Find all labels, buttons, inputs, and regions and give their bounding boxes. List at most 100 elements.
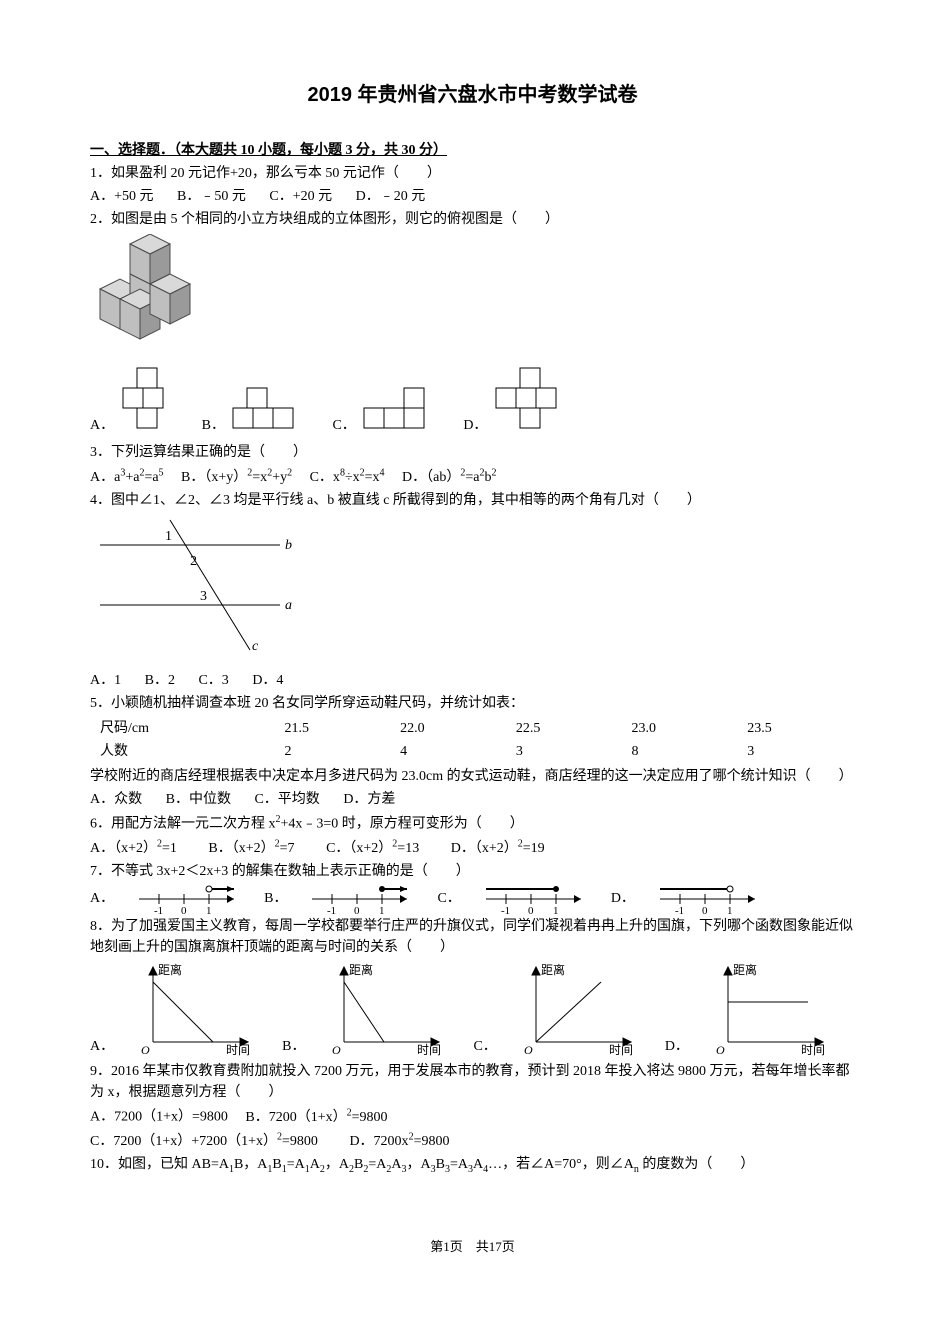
q2-opt-a: A． [90,367,172,436]
svg-text:0: 0 [181,905,187,914]
q2-d-label: D． [463,418,487,433]
q4-c: C．3 [198,673,228,688]
numberline-b: -1 0 1 [307,884,417,914]
svg-text:0: 0 [528,905,534,914]
svg-text:O: O [716,1043,725,1057]
question-3: 3．下列运算结果正确的是（ ） [90,442,855,463]
q2-opt-d: D． [463,367,565,436]
section-header: 一、选择题．（本大题共 10 小题，每小题 3 分，共 30 分） [90,140,855,161]
q6-d: D．（x+2）2=19 [451,841,545,856]
svg-text:1: 1 [206,905,212,914]
q8-b-label: B． [282,1036,305,1057]
question-10: 10．如图，已知 AB=A1B，A1B1=A1A2，A2B2=A2A3，A3B3… [90,1154,855,1177]
q8-options: A． 距离 时间 O B． 距离 时间 O C． 距离 时间 O D． [90,962,855,1057]
q5-row1: 尺码/cm 21.5 22.0 22.5 23.0 23.5 [92,718,853,739]
numberline-d: -1 0 1 [655,884,765,914]
q4-label-a: a [285,598,292,613]
q8-a-label: A． [90,1036,114,1057]
q6-c: C．（x+2）2=13 [326,841,419,856]
q4-label-c: c [252,639,259,654]
q8-chart-b: 距离 时间 O [329,962,449,1057]
question-5: 5．小颖随机抽样调查本班 20 名女同学所穿运动鞋尺码，并统计如表： [90,693,855,714]
q2-b-svg [232,387,302,429]
q2-c-label: C． [332,418,355,433]
q7-c-label: C． [437,888,460,909]
q5-options: A．众数 B．中位数 C．平均数 D．方差 [90,789,855,810]
q4-label-2: 2 [190,554,197,569]
q9-c: C．7200（1+x）+7200（1+x）2=9800 [90,1134,318,1149]
q1-opt-b: B．﹣50 元 [177,189,246,204]
q4-label-1: 1 [165,529,172,544]
q8-chart-a: 距离 时间 O [138,962,258,1057]
numberline-a: -1 0 1 [134,884,244,914]
q1-opt-a: A．+50 元 [90,189,154,204]
q1-opt-d: D．﹣20 元 [356,189,426,204]
q3-d: D．（ab）2=a2b2 [402,470,496,485]
q9-a: A．7200（1+x）=9800 [90,1110,228,1125]
q9-d: D．7200x2=9800 [349,1134,449,1149]
svg-text:0: 0 [702,905,708,914]
question-8: 8．为了加强爱国主义教育，每周一学校都要举行庄严的升旗仪式，同学们凝视着冉冉上升… [90,916,855,958]
svg-text:-1: -1 [675,905,684,914]
page-title: 2019 年贵州省六盘水市中考数学试卷 [90,80,855,110]
q5-c: C．平均数 [254,792,319,807]
q6-b: B．（x+2）2=7 [208,841,294,856]
q5-d: D．方差 [343,792,395,807]
svg-text:距离: 距离 [541,962,565,977]
q4-a: A．1 [90,673,121,688]
question-7: 7．不等式 3x+2＜2x+3 的解集在数轴上表示正确的是（ ） [90,861,855,882]
q2-b-label: B． [202,418,225,433]
q9-options-line1: A．7200（1+x）=9800 B．7200（1+x）2=9800 [90,1105,855,1128]
q5-row2: 人数 2 4 3 8 3 [92,741,853,762]
q7-d-label: D． [611,888,635,909]
q5-followup: 学校附近的商店经理根据表中决定本月多进尺码为 23.0cm 的女式运动鞋，商店经… [90,766,855,787]
svg-text:距离: 距离 [349,962,373,977]
q6-a: A．（x+2）2=1 [90,841,177,856]
q9-b: B．7200（1+x）2=9800 [245,1110,387,1125]
q4-options: A．1 B．2 C．3 D．4 [90,670,855,691]
svg-text:O: O [332,1043,341,1057]
q5-a: A．众数 [90,792,142,807]
q3-b: B．（x+y）2=x2+y2 [181,470,292,485]
q2-3d-figure [90,234,855,361]
q2-options-row: A． B． C． [90,367,855,436]
svg-text:距离: 距离 [158,962,182,977]
q5-table: 尺码/cm 21.5 22.0 22.5 23.0 23.5 人数 2 4 3 … [90,716,855,764]
q7-a-label: A． [90,888,114,909]
svg-text:-1: -1 [327,905,336,914]
q2-opt-c: C． [332,387,433,436]
question-2: 2．如图是由 5 个相同的小立方块组成的立体图形，则它的俯视图是（ ） [90,209,855,230]
q2-d-svg [495,367,565,429]
q1-opt-c: C．+20 元 [269,189,332,204]
q7-options: A． -1 0 1 B． -1 0 1 C． -1 0 1 D． -1 0 1 [90,884,855,914]
q4-b: B．2 [145,673,175,688]
svg-text:时间: 时间 [226,1043,250,1057]
page-footer: 第1页 共17页 [90,1237,855,1257]
q8-chart-c: 距离 时间 O [521,962,641,1057]
q2-a-label: A． [90,418,114,433]
question-1: 1．如果盈利 20 元记作+20，那么亏本 50 元记作（ ） [90,163,855,184]
svg-text:时间: 时间 [801,1043,825,1057]
svg-text:0: 0 [354,905,360,914]
q2-a-svg [122,367,172,429]
q1-options: A．+50 元 B．﹣50 元 C．+20 元 D．﹣20 元 [90,186,855,207]
q2-opt-b: B． [202,387,303,436]
svg-text:距离: 距离 [733,962,757,977]
q8-chart-d: 距离 时间 O [713,962,833,1057]
svg-text:O: O [524,1043,533,1057]
svg-text:时间: 时间 [609,1043,633,1057]
q8-c-label: C． [473,1036,496,1057]
q8-d-label: D． [665,1036,689,1057]
svg-text:1: 1 [379,905,385,914]
svg-text:O: O [141,1043,150,1057]
q3-a: A．a3+a2=a5 [90,470,164,485]
svg-text:-1: -1 [501,905,510,914]
q4-figure: 1 2 3 b a c [90,515,855,662]
svg-text:1: 1 [553,905,559,914]
q3-options: A．a3+a2=a5 B．（x+y）2=x2+y2 C．x8÷x2=x4 D．（… [90,465,855,488]
q7-b-label: B． [264,888,287,909]
q6-options: A．（x+2）2=1 B．（x+2）2=7 C．（x+2）2=13 D．（x+2… [90,836,855,859]
svg-text:-1: -1 [154,905,163,914]
q9-options-line2: C．7200（1+x）+7200（1+x）2=9800 D．7200x2=980… [90,1130,855,1153]
svg-text:1: 1 [727,905,733,914]
